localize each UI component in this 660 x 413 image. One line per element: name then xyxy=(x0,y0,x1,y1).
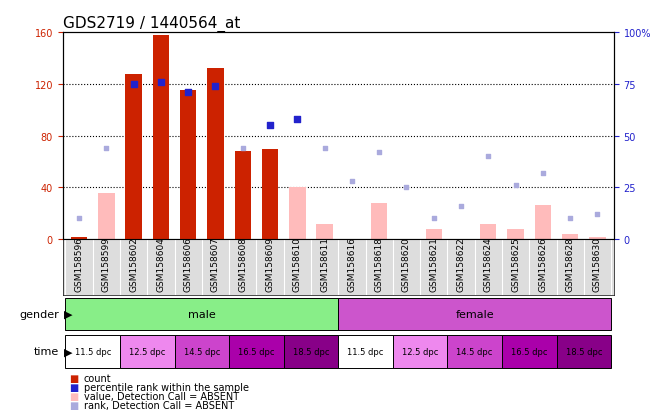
Point xyxy=(401,185,412,191)
Bar xyxy=(174,335,229,368)
Bar xyxy=(556,335,611,368)
Bar xyxy=(262,149,279,240)
Text: GSM158607: GSM158607 xyxy=(211,236,220,291)
Text: 12.5 dpc: 12.5 dpc xyxy=(129,347,166,356)
Text: GSM158609: GSM158609 xyxy=(265,236,275,291)
Point xyxy=(74,216,84,222)
Bar xyxy=(229,335,284,368)
Text: female: female xyxy=(455,309,494,319)
Point xyxy=(128,81,139,88)
Text: 16.5 dpc: 16.5 dpc xyxy=(238,347,275,356)
Text: ▶: ▶ xyxy=(64,347,73,356)
Text: GSM158599: GSM158599 xyxy=(102,236,111,291)
Text: 11.5 dpc: 11.5 dpc xyxy=(347,347,383,356)
Text: 18.5 dpc: 18.5 dpc xyxy=(293,347,329,356)
Bar xyxy=(284,335,338,368)
Text: ■: ■ xyxy=(69,391,79,401)
Bar xyxy=(65,298,338,331)
Text: 16.5 dpc: 16.5 dpc xyxy=(511,347,548,356)
Bar xyxy=(120,335,174,368)
Bar xyxy=(589,237,606,240)
Point xyxy=(319,145,330,152)
Bar xyxy=(71,237,87,240)
Point xyxy=(428,216,439,222)
Text: GSM158622: GSM158622 xyxy=(457,236,465,291)
Text: 14.5 dpc: 14.5 dpc xyxy=(457,347,493,356)
Text: percentile rank within the sample: percentile rank within the sample xyxy=(84,382,249,392)
Point xyxy=(510,183,521,189)
Text: GSM158596: GSM158596 xyxy=(75,236,84,291)
Text: GSM158606: GSM158606 xyxy=(183,236,193,291)
Bar xyxy=(338,335,393,368)
Text: GSM158624: GSM158624 xyxy=(484,236,493,291)
Bar xyxy=(316,224,333,240)
Point xyxy=(156,79,166,86)
Bar xyxy=(393,335,447,368)
Bar xyxy=(338,298,611,331)
Point xyxy=(346,178,357,185)
Text: GSM158620: GSM158620 xyxy=(402,236,411,291)
Bar xyxy=(71,237,87,240)
Text: time: time xyxy=(34,347,59,356)
Bar xyxy=(426,229,442,240)
Text: ■: ■ xyxy=(69,373,79,383)
Point xyxy=(565,216,576,222)
Bar xyxy=(371,204,387,240)
Text: rank, Detection Call = ABSENT: rank, Detection Call = ABSENT xyxy=(84,400,234,410)
Text: GSM158608: GSM158608 xyxy=(238,236,248,291)
Bar xyxy=(562,235,578,240)
Text: 18.5 dpc: 18.5 dpc xyxy=(566,347,602,356)
Point xyxy=(592,211,603,218)
Text: GSM158604: GSM158604 xyxy=(156,236,166,291)
Bar xyxy=(180,91,197,240)
Point xyxy=(101,145,112,152)
Point xyxy=(374,150,385,156)
Text: 14.5 dpc: 14.5 dpc xyxy=(183,347,220,356)
Text: GSM158630: GSM158630 xyxy=(593,236,602,291)
Bar xyxy=(508,229,524,240)
Text: ■: ■ xyxy=(69,382,79,392)
Text: ■: ■ xyxy=(69,400,79,410)
Bar xyxy=(125,74,142,240)
Text: GSM158628: GSM158628 xyxy=(566,236,575,291)
Text: GSM158618: GSM158618 xyxy=(375,236,383,291)
Text: GSM158602: GSM158602 xyxy=(129,236,138,291)
Text: count: count xyxy=(84,373,112,383)
Text: male: male xyxy=(188,309,216,319)
Bar xyxy=(480,224,496,240)
Text: ▶: ▶ xyxy=(64,309,73,319)
Text: GSM158616: GSM158616 xyxy=(347,236,356,291)
Bar xyxy=(502,335,556,368)
Bar xyxy=(65,335,120,368)
Bar xyxy=(98,193,115,240)
Text: 11.5 dpc: 11.5 dpc xyxy=(75,347,111,356)
Point xyxy=(292,116,302,123)
Text: 12.5 dpc: 12.5 dpc xyxy=(402,347,438,356)
Bar xyxy=(535,206,551,240)
Text: GSM158611: GSM158611 xyxy=(320,236,329,291)
Bar xyxy=(234,152,251,240)
Bar xyxy=(447,335,502,368)
Point xyxy=(210,83,220,90)
Text: GDS2719 / 1440564_at: GDS2719 / 1440564_at xyxy=(63,16,240,32)
Bar xyxy=(207,69,224,240)
Bar xyxy=(152,36,169,240)
Text: gender: gender xyxy=(20,309,59,319)
Point xyxy=(456,203,467,210)
Text: GSM158625: GSM158625 xyxy=(511,236,520,291)
Point xyxy=(265,123,275,129)
Bar xyxy=(289,188,306,240)
Point xyxy=(183,90,193,96)
Text: GSM158610: GSM158610 xyxy=(293,236,302,291)
Point xyxy=(483,154,494,160)
Text: GSM158626: GSM158626 xyxy=(539,236,547,291)
Text: value, Detection Call = ABSENT: value, Detection Call = ABSENT xyxy=(84,391,239,401)
Point xyxy=(238,145,248,152)
Text: GSM158621: GSM158621 xyxy=(429,236,438,291)
Point xyxy=(538,170,548,177)
